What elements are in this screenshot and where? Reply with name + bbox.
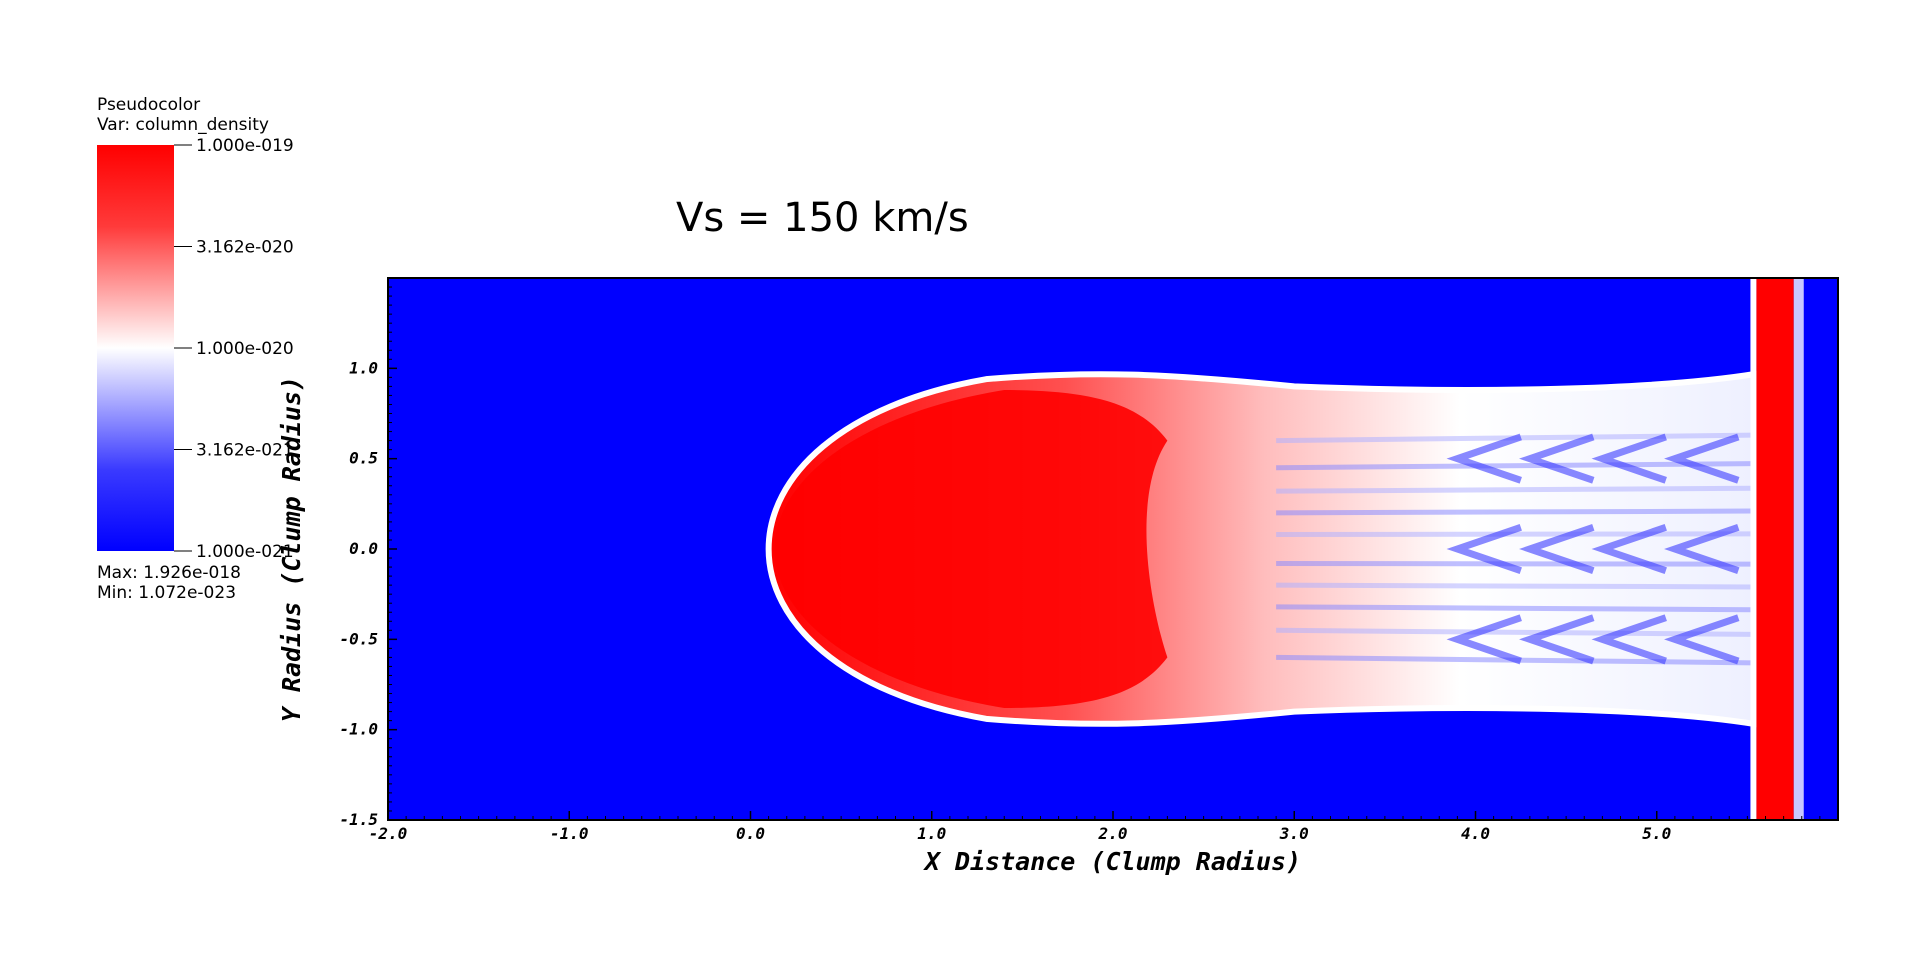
colorbar-tick-label: 1.000e-019 xyxy=(196,136,294,156)
chart-title: Vs = 150 km/s xyxy=(676,195,969,241)
colorbar-tick-label: 3.162e-021 xyxy=(196,441,294,461)
tail-stripe xyxy=(1276,461,1753,471)
tail-chevron xyxy=(1519,614,1595,665)
tail-chevron xyxy=(1446,524,1522,574)
tail-chevron xyxy=(1591,433,1667,484)
x-tick-label: 4.0 xyxy=(1461,824,1490,843)
tail-chevron xyxy=(1591,524,1667,574)
y-tick-label: -1.0 xyxy=(339,720,378,739)
x-axis-title: X Distance (Clump Radius) xyxy=(923,847,1301,876)
tail-chevron xyxy=(1519,524,1595,574)
legend-plot-type: Pseudocolor xyxy=(97,95,201,115)
tail-stripe xyxy=(1276,485,1753,494)
x-tick-label: 0.0 xyxy=(736,824,765,843)
x-tick-label: -2.0 xyxy=(369,824,408,843)
y-axis-title: Y Radius (Clump Radius) xyxy=(277,376,306,722)
x-tick-label: 2.0 xyxy=(1098,824,1128,843)
tail-chevron xyxy=(1664,524,1740,574)
tail-stripe xyxy=(1276,560,1753,567)
shock-band-edge-right xyxy=(1793,278,1804,820)
tail-chevron xyxy=(1446,433,1522,484)
tail-chevron xyxy=(1664,614,1740,665)
tail-chevron xyxy=(1519,433,1595,484)
clump-core xyxy=(774,390,1168,708)
tail-chevron xyxy=(1446,614,1522,665)
legend-max: Max: 1.926e-018 xyxy=(97,563,241,583)
shock-band-edge-left xyxy=(1750,278,1757,820)
tail-stripe xyxy=(1276,531,1753,538)
colorbar-gradient xyxy=(97,145,174,551)
tail-chevron xyxy=(1664,433,1740,484)
tail-stripe xyxy=(1276,604,1753,613)
y-tick-label: -0.5 xyxy=(339,629,378,648)
legend-variable: Var: column_density xyxy=(97,115,269,135)
y-tick-label: 1.0 xyxy=(349,358,378,377)
x-tick-label: -1.0 xyxy=(550,824,589,843)
legend-min: Min: 1.072e-023 xyxy=(97,583,237,603)
colorbar-tick-label: 1.000e-020 xyxy=(196,339,294,359)
axes: -2.0 -1.0 0.0 1.0 2.0 3.0 4.0 5.0 -1.5 -1.0 -0.5 0.… xyxy=(339,277,1839,843)
y-tick-label: 0.0 xyxy=(349,539,378,558)
colorbar-group: 1.000e-019 3.162e-020 1.000e-020 3.162e-021… xyxy=(97,136,294,562)
colorbar-tick-label: 3.162e-020 xyxy=(196,238,294,258)
y-tick-label: 0.5 xyxy=(349,449,378,468)
x-tick-label: 5.0 xyxy=(1642,824,1671,843)
shock-band xyxy=(1756,278,1794,820)
tail-chevron xyxy=(1591,614,1667,665)
tail-stripe xyxy=(1276,508,1753,516)
x-tick-label: 3.0 xyxy=(1279,824,1309,843)
tail-stripe xyxy=(1276,582,1753,590)
plot-area xyxy=(388,278,1838,820)
y-tick-label: -1.5 xyxy=(339,810,378,829)
tail-stripe xyxy=(1276,627,1753,637)
colorbar-tick-label: 1.000e-021 xyxy=(196,542,294,562)
x-tick-label: 1.0 xyxy=(917,824,946,843)
